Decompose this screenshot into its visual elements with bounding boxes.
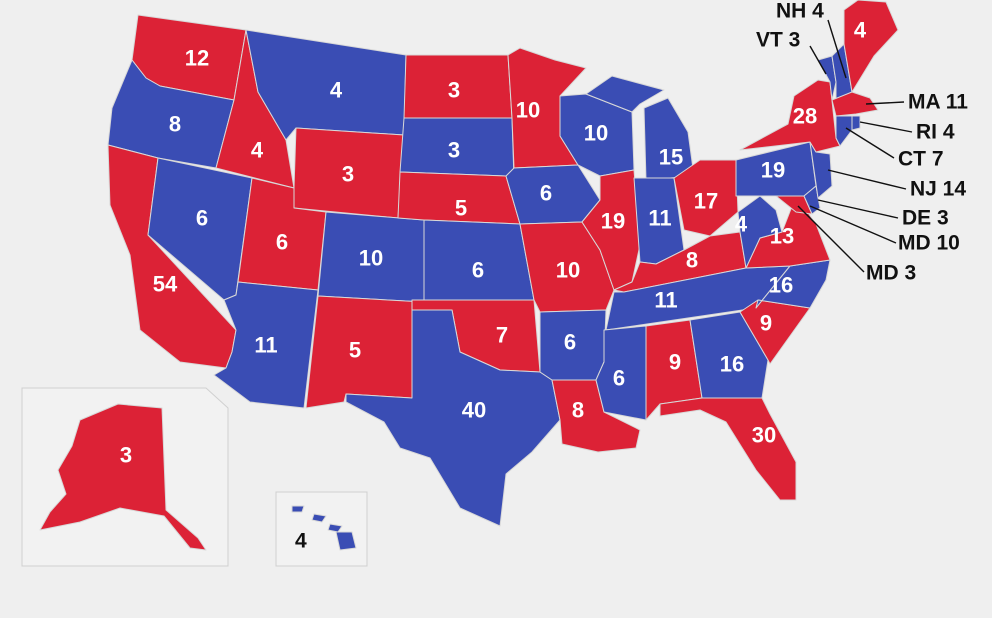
leader-md3	[797, 205, 865, 273]
callout-nj: NJ 14	[910, 178, 966, 201]
label-in: 11	[648, 206, 671, 231]
label-nv: 6	[196, 206, 208, 231]
label-ms: 6	[613, 366, 625, 391]
leader-ri	[859, 121, 913, 133]
state-hi[interactable]	[291, 505, 357, 551]
label-mo: 10	[556, 258, 580, 283]
label-hi: 4	[295, 530, 307, 553]
state-ak[interactable]	[39, 403, 207, 551]
label-va: 13	[770, 224, 794, 249]
label-nd: 3	[448, 78, 460, 103]
label-ks: 6	[472, 258, 484, 283]
callout-ma: MA 11	[908, 91, 968, 114]
label-wi: 10	[584, 121, 608, 146]
label-ut: 6	[276, 230, 288, 255]
label-ok: 7	[496, 323, 508, 348]
label-co: 10	[359, 246, 383, 271]
state-ia[interactable]	[505, 164, 601, 225]
leader-nh	[827, 19, 847, 79]
label-wv: 4	[735, 212, 748, 237]
state-de[interactable]	[803, 185, 821, 215]
label-sc: 9	[760, 311, 772, 336]
label-ia: 6	[540, 181, 552, 206]
label-il: 19	[601, 209, 625, 234]
state-ny[interactable]	[739, 79, 841, 153]
label-me: 4	[854, 18, 867, 43]
label-oh: 17	[694, 189, 718, 214]
leader-md10	[809, 205, 897, 244]
label-az: 11	[254, 333, 277, 358]
state-ri[interactable]	[851, 115, 861, 131]
state-nm[interactable]	[305, 295, 425, 409]
label-tx: 40	[462, 398, 486, 423]
label-pa: 19	[761, 158, 785, 183]
leader-de	[817, 199, 899, 219]
label-ar: 6	[564, 330, 576, 355]
state-ga[interactable]	[689, 311, 769, 399]
label-la: 8	[572, 398, 584, 423]
state-tx[interactable]	[345, 309, 561, 527]
state-fl[interactable]	[659, 397, 797, 501]
state-az[interactable]	[213, 281, 319, 409]
label-ne: 5	[455, 196, 467, 221]
label-or: 8	[169, 112, 181, 137]
label-ak: 3	[120, 443, 132, 468]
label-ny: 28	[793, 104, 817, 129]
label-id: 4	[251, 138, 264, 163]
callout-md10: MD 10	[898, 232, 960, 255]
label-ky: 8	[686, 248, 698, 273]
label-wy: 3	[342, 162, 354, 187]
leader-ma	[865, 101, 905, 105]
label-mt: 4	[330, 78, 343, 103]
callout-de: DE 3	[902, 207, 949, 230]
state-ct[interactable]	[835, 115, 853, 147]
leader-nj	[827, 169, 907, 190]
state-me[interactable]	[843, 0, 899, 93]
label-nm: 5	[349, 338, 361, 363]
label-nc: 16	[769, 273, 793, 298]
callout-ct: CT 7	[898, 148, 944, 171]
label-tn: 11	[654, 288, 677, 313]
state-mi-up[interactable]	[585, 75, 665, 113]
state-wv[interactable]	[737, 195, 783, 269]
label-al: 9	[669, 350, 681, 375]
label-mi: 15	[659, 145, 683, 170]
state-sc[interactable]	[739, 299, 811, 365]
callout-vt: VT 3	[756, 29, 800, 52]
leader-vt	[809, 45, 827, 75]
label-wa: 12	[185, 46, 209, 71]
state-md[interactable]	[775, 195, 813, 215]
callout-ri: RI 4	[916, 121, 955, 144]
hawaii-inset-box	[275, 491, 368, 567]
label-mn: 10	[516, 98, 540, 123]
state-mi[interactable]	[643, 97, 695, 181]
label-sd: 3	[448, 138, 460, 163]
label-fl: 30	[752, 423, 776, 448]
state-wy[interactable]	[293, 127, 405, 219]
callout-nh: NH 4	[776, 0, 824, 23]
label-ga: 16	[720, 352, 744, 377]
callout-md3: MD 3	[866, 262, 916, 285]
label-ca: 54	[153, 272, 178, 297]
leader-ct	[845, 127, 895, 159]
